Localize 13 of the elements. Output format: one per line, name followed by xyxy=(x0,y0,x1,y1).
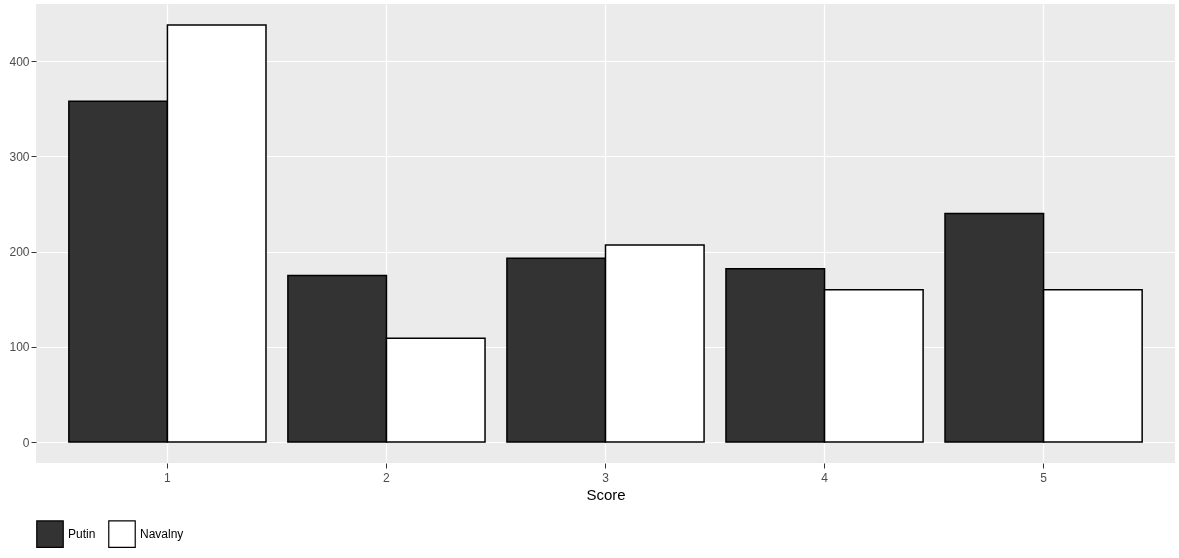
legend-label: Putin xyxy=(68,527,96,542)
x-tick-label: 2 xyxy=(383,470,391,485)
y-tick-label: 0 xyxy=(22,435,30,450)
y-tick-label: 100 xyxy=(9,340,30,355)
x-tick-label: 1 xyxy=(164,470,172,485)
y-tick-label: 400 xyxy=(9,54,30,69)
x-tick-label: 3 xyxy=(602,470,610,485)
x-axis-title: Score xyxy=(586,485,626,503)
x-tick-label: 5 xyxy=(1040,470,1048,485)
legend-label: Navalny xyxy=(140,527,184,542)
x-tick-label: 4 xyxy=(821,470,829,485)
y-tick-label: 200 xyxy=(9,245,30,260)
y-tick-label: 300 xyxy=(9,149,30,164)
